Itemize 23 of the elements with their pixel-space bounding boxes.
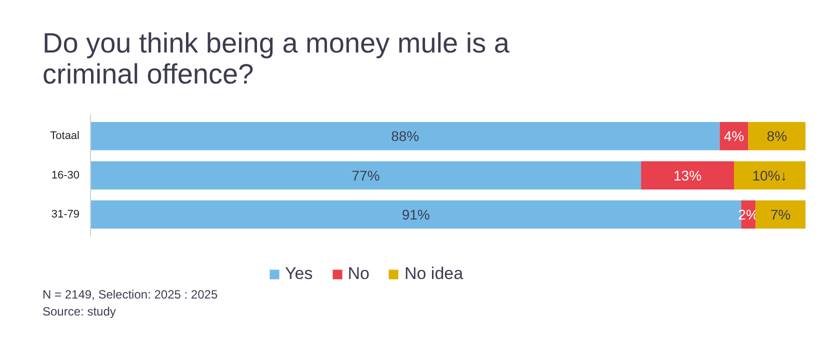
legend-label: No idea <box>404 264 464 284</box>
bar <box>90 122 720 150</box>
y-tick-label: 16-30 <box>51 169 80 182</box>
bar <box>755 200 806 229</box>
data-label: 88% <box>391 128 420 144</box>
bar <box>90 161 642 190</box>
data-label: 13% <box>674 167 702 184</box>
text: N = 2149, Selection: 2025 : 2025 <box>42 288 218 302</box>
bar <box>641 161 734 190</box>
bar <box>748 122 806 150</box>
source-note: Source: study <box>42 304 116 318</box>
chart-title: Do you think being a money mule is a criminal offence? <box>42 28 510 90</box>
bar <box>734 161 806 190</box>
y-tick-label: 31-79 <box>51 208 80 221</box>
legend-label: Yes <box>285 264 313 284</box>
data-label: 7% <box>770 206 791 223</box>
legend-label: No <box>348 264 370 284</box>
y-tick-label: Totaal <box>50 130 80 142</box>
data-label: 91% <box>402 206 430 223</box>
data-label: 10%↓ <box>752 167 788 184</box>
data-label: 77% <box>352 167 380 184</box>
data-label: 4% <box>724 128 744 144</box>
data-label: 8% <box>766 128 788 144</box>
